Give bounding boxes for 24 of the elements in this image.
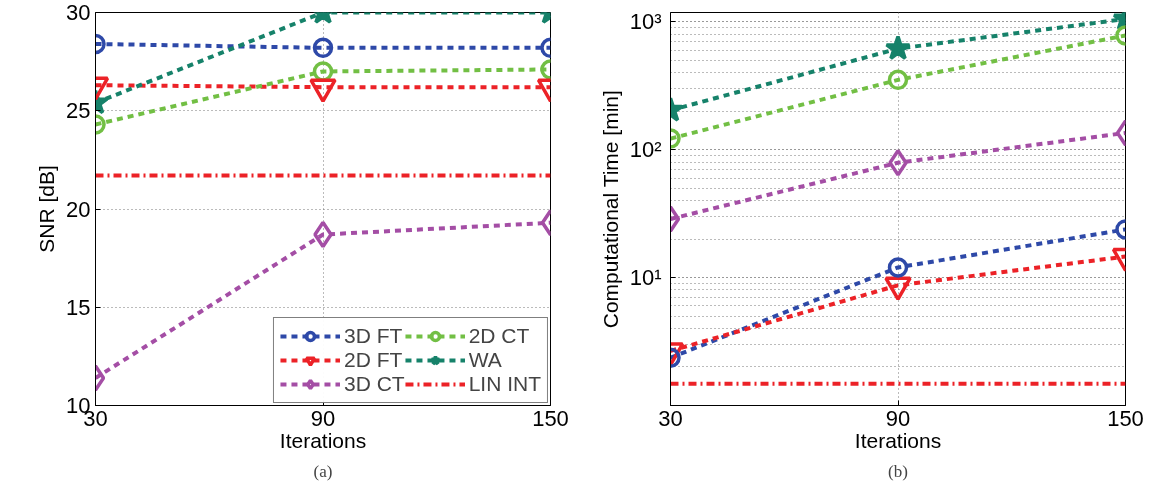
y-tick-label: 30 — [66, 0, 91, 25]
legend-label: 2D CT — [468, 324, 530, 348]
legend-label: WA — [468, 348, 502, 372]
y-tick-label: 10² — [629, 137, 662, 163]
y-axis-title: Computational Time [min] — [598, 90, 622, 329]
x-tick-label: 150 — [1107, 405, 1144, 431]
x-tick-label: 90 — [885, 405, 911, 431]
x-tick-label: 150 — [532, 405, 569, 431]
y-axis-title: SNR [dB] — [35, 165, 59, 253]
y-tick-label: 10³ — [629, 9, 662, 35]
y-tick-label: 15 — [66, 294, 91, 320]
text: (a) — [313, 461, 333, 481]
legend-label: LIN INT — [468, 372, 541, 396]
legend-label: 3D CT — [343, 372, 405, 396]
legend-label: 3D FT — [343, 324, 403, 348]
y-tick-label: 25 — [66, 98, 91, 124]
x-axis-title: Iterations — [279, 428, 367, 452]
y-tick-label: 10¹ — [629, 265, 662, 291]
legend-label: 2D FT — [343, 348, 403, 372]
text: (b) — [888, 461, 908, 481]
x-tick-label: 30 — [658, 405, 683, 431]
y-tick-label: 20 — [66, 196, 91, 222]
x-tick-label: 90 — [310, 405, 336, 431]
x-axis-title: Iterations — [854, 428, 942, 452]
